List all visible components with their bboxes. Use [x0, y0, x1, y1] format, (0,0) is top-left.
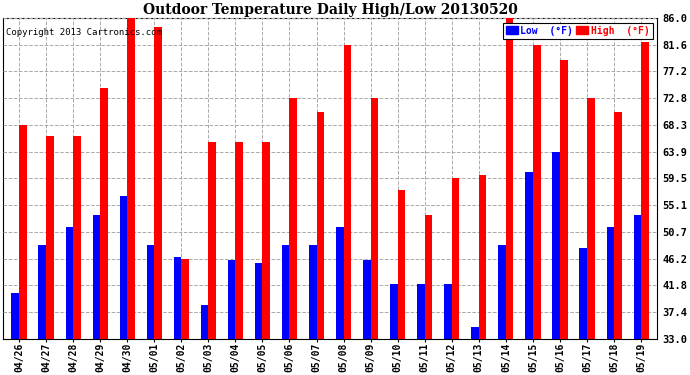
Bar: [262, 142, 270, 339]
Bar: [235, 142, 243, 339]
Bar: [471, 327, 479, 339]
Bar: [208, 142, 216, 339]
Bar: [46, 136, 54, 339]
Bar: [255, 263, 262, 339]
Bar: [228, 260, 235, 339]
Title: Outdoor Temperature Daily High/Low 20130520: Outdoor Temperature Daily High/Low 20130…: [143, 3, 518, 17]
Bar: [174, 257, 181, 339]
Bar: [12, 293, 19, 339]
Bar: [452, 178, 460, 339]
Bar: [560, 60, 568, 339]
Bar: [363, 260, 371, 339]
Bar: [479, 175, 486, 339]
Bar: [553, 152, 560, 339]
Bar: [181, 259, 189, 339]
Bar: [525, 172, 533, 339]
Bar: [417, 284, 425, 339]
Bar: [633, 214, 641, 339]
Bar: [100, 87, 108, 339]
Bar: [498, 245, 506, 339]
Bar: [587, 98, 595, 339]
Bar: [66, 227, 73, 339]
Text: Copyright 2013 Cartronics.com: Copyright 2013 Cartronics.com: [6, 28, 162, 37]
Bar: [119, 196, 127, 339]
Bar: [39, 245, 46, 339]
Bar: [127, 18, 135, 339]
Bar: [309, 245, 317, 339]
Bar: [290, 98, 297, 339]
Bar: [580, 248, 587, 339]
Bar: [444, 284, 452, 339]
Bar: [425, 214, 433, 339]
Bar: [614, 112, 622, 339]
Bar: [155, 27, 162, 339]
Bar: [390, 284, 397, 339]
Bar: [317, 112, 324, 339]
Legend: Low  (°F), High  (°F): Low (°F), High (°F): [503, 23, 653, 39]
Bar: [506, 18, 513, 339]
Bar: [344, 45, 351, 339]
Bar: [147, 245, 155, 339]
Bar: [533, 45, 540, 339]
Bar: [19, 125, 27, 339]
Bar: [641, 42, 649, 339]
Bar: [201, 305, 208, 339]
Bar: [73, 136, 81, 339]
Bar: [282, 245, 290, 339]
Bar: [371, 98, 378, 339]
Bar: [92, 214, 100, 339]
Bar: [607, 227, 614, 339]
Bar: [397, 190, 405, 339]
Bar: [336, 227, 344, 339]
